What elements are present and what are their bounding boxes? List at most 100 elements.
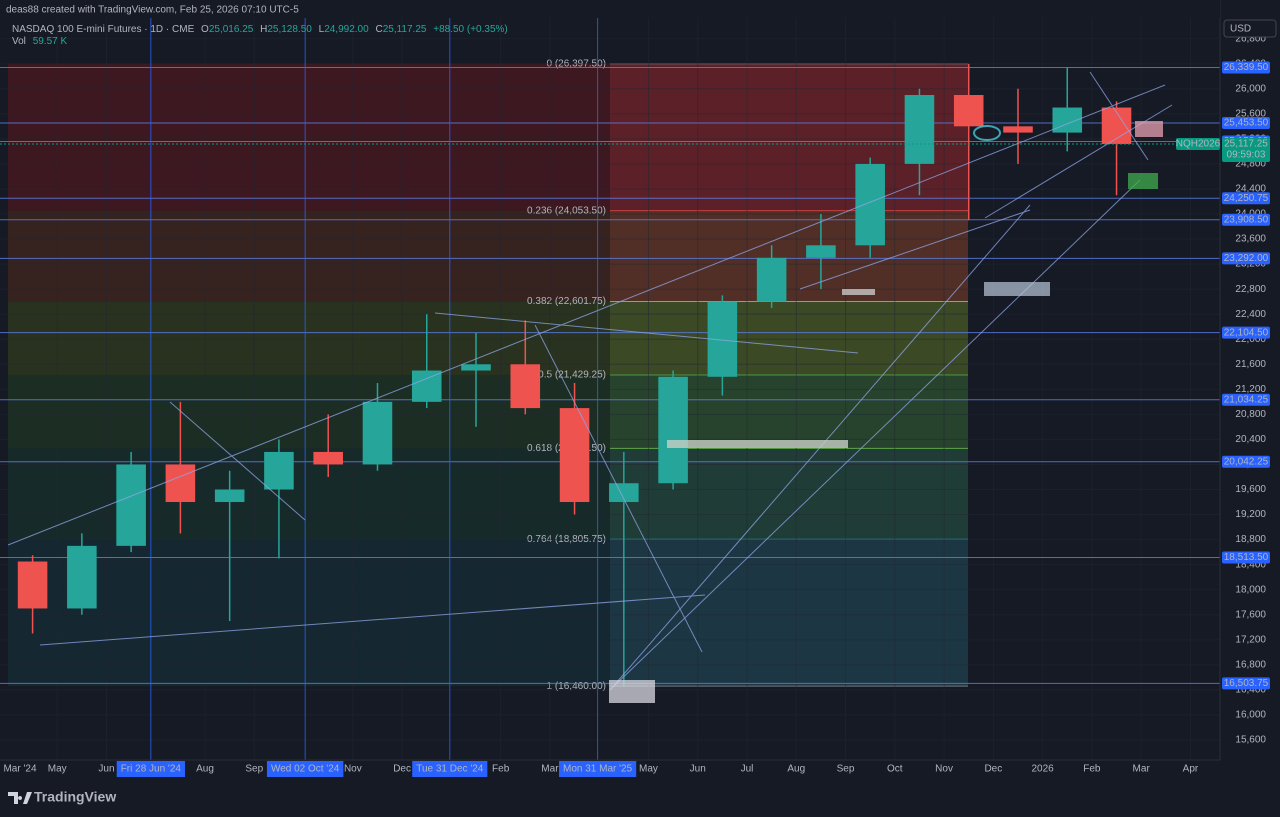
price-label: 16,503.75 — [1224, 678, 1269, 689]
box-drawing — [609, 680, 655, 703]
symbol: NASDAQ 100 E-mini Futures · 1D · CME — [12, 24, 195, 35]
candle-body — [658, 376, 688, 484]
y-tick-label: 18,400 — [1235, 559, 1266, 570]
legend-line: NASDAQ 100 E-mini Futures · 1D · CME O25… — [12, 24, 508, 35]
symbol-tag: NQH2026 — [1176, 139, 1221, 150]
x-tick-label: Nov — [935, 764, 953, 775]
y-tick-label: 24,400 — [1235, 184, 1266, 195]
y-tick-label: 26,800 — [1235, 33, 1266, 44]
y-tick-label: 17,200 — [1235, 634, 1266, 645]
box-drawing — [667, 440, 848, 448]
countdown: 09:59:03 — [1227, 150, 1266, 161]
price-label: 23,908.50 — [1224, 214, 1269, 225]
fib-label: 0.382 (22,601.75) — [527, 296, 606, 307]
zone-shade — [8, 63, 610, 687]
fib-label: 0.5 (21,429.25) — [538, 370, 606, 381]
x-tick-label: Mar — [1133, 764, 1151, 775]
last-price-bg — [1222, 138, 1270, 163]
ohlc-label: L — [319, 24, 325, 35]
candle-body — [165, 464, 196, 503]
date-label-bg — [412, 761, 488, 777]
fib-zone — [8, 374, 968, 449]
candle-body — [17, 561, 48, 609]
ohlc-label: C — [375, 24, 382, 35]
fib-zones: 0 (26,397.50)0.236 (24,053.50)0.382 (22,… — [8, 59, 968, 692]
x-tick-label: Feb — [1083, 764, 1101, 775]
price-label: 18,513.50 — [1224, 552, 1269, 563]
trend-line — [169, 401, 306, 521]
volume-line: Vol 59.57 K — [12, 36, 67, 47]
fib-label: 0.236 (24,053.50) — [527, 205, 606, 216]
date-label: Wed 02 Oct '24 — [271, 764, 340, 775]
date-label: Mon 31 Mar '25 — [563, 764, 633, 775]
price-label: 23,292.00 — [1224, 253, 1269, 264]
y-tick-label: 25,600 — [1235, 108, 1266, 119]
price-label: 22,104.50 — [1224, 327, 1269, 338]
price-label-bg — [1222, 455, 1270, 468]
y-tick-label: 20,400 — [1235, 434, 1266, 445]
candle-body — [362, 401, 393, 465]
x-tick-label: Nov — [344, 764, 362, 775]
time-axis — [0, 760, 1280, 817]
x-tick-label: Oct — [887, 764, 903, 775]
ellipse-drawing — [973, 125, 1001, 141]
y-tick-label: 18,800 — [1235, 534, 1266, 545]
x-tick-label: Aug — [196, 764, 214, 775]
x-tick-label: Jun — [98, 764, 114, 775]
currency-box[interactable] — [1223, 19, 1277, 38]
y-tick-label: 16,800 — [1235, 659, 1266, 670]
candle-body — [855, 163, 885, 246]
y-tick-label: 18,000 — [1235, 584, 1266, 595]
ohlc-value: 25,128.50 — [267, 24, 312, 35]
y-tick-label: 16,400 — [1235, 685, 1266, 696]
candle-body — [214, 489, 245, 503]
candle-body — [609, 483, 639, 503]
x-tick-label: 2026 — [1032, 764, 1055, 775]
y-tick-label: 17,600 — [1235, 609, 1266, 620]
y-tick-label: 15,600 — [1235, 735, 1266, 746]
currency[interactable]: USD — [1230, 24, 1251, 35]
ohlc-value: 25,016.25 — [209, 24, 254, 35]
trend-line — [534, 324, 703, 653]
price-label-bg — [1222, 116, 1270, 129]
price-label: 24,250.75 — [1224, 193, 1269, 204]
price-label-bg — [1222, 393, 1270, 406]
price-label-bg — [1222, 326, 1270, 339]
x-tick-label: May — [48, 764, 67, 775]
candle-body — [1003, 126, 1033, 133]
y-tick-label: 21,200 — [1235, 384, 1266, 395]
candle-body — [411, 370, 442, 402]
change: +88.50 (+0.35%) — [433, 24, 508, 35]
price-label-bg — [1222, 551, 1270, 564]
candle-body — [510, 364, 541, 409]
candle-body — [806, 245, 836, 258]
box-drawing — [984, 282, 1050, 296]
trend-line — [609, 179, 1141, 691]
price-label: 26,339.50 — [1224, 62, 1269, 73]
x-tick-label: Dec — [984, 764, 1002, 775]
ohlc-label: H — [260, 24, 267, 35]
ohlc-value: 24,992.00 — [324, 24, 369, 35]
y-tick-label: 22,400 — [1235, 309, 1266, 320]
candle-body — [461, 364, 491, 371]
x-tick-label: Feb — [492, 764, 510, 775]
candle-body — [904, 95, 935, 164]
price-label: 21,034.25 — [1224, 394, 1269, 405]
box-drawing — [1135, 121, 1163, 137]
y-tick-label: 26,000 — [1235, 83, 1266, 94]
volume-label: Vol — [12, 36, 26, 47]
candle-body — [953, 95, 984, 127]
price-label-bg — [1222, 61, 1270, 74]
ohlc-label: O — [201, 24, 209, 35]
candle-body — [264, 451, 294, 490]
date-label-bg — [266, 761, 344, 777]
candle-body — [313, 451, 343, 465]
ohlc-value: 25,117.25 — [383, 24, 427, 35]
y-tick-label: 19,200 — [1235, 509, 1266, 520]
date-label-bg — [116, 761, 185, 777]
date-label-bg — [559, 761, 637, 777]
fib-label: 1 (16,460.00) — [547, 681, 607, 692]
y-tick-label: 19,600 — [1235, 484, 1266, 495]
candle-body — [559, 408, 590, 503]
candle-body — [756, 257, 787, 302]
